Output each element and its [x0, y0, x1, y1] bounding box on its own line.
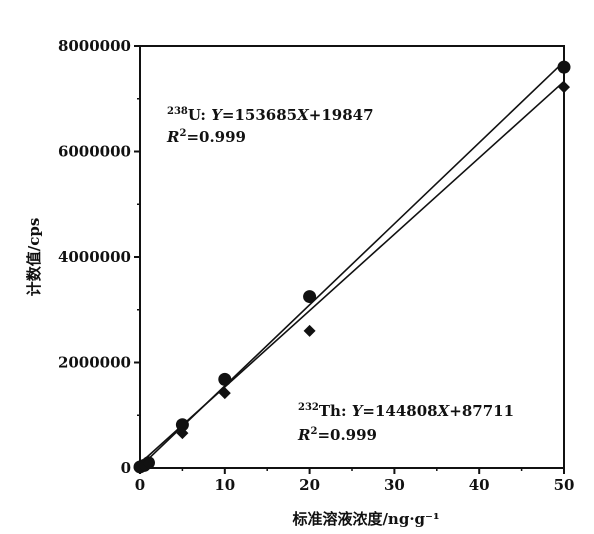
th-data-point: [303, 324, 316, 337]
u-data-point: [303, 290, 317, 304]
x-tick-label: 40: [469, 476, 490, 494]
th-eq-b: +87711: [449, 402, 514, 420]
fit-lines: [139, 61, 565, 468]
y-axis: 0 2000000 4000000 6000000 8000000: [58, 37, 140, 477]
u-r2: R2=0.999: [166, 128, 246, 146]
th-data-point: [142, 457, 155, 470]
th-equation: 232Th: Y=144808X+87711: [298, 402, 514, 420]
y-tick-label: 6000000: [58, 143, 131, 161]
th-isotope-mass: 232: [298, 402, 319, 413]
x-axis-label: 标准溶液浓度/ng·g⁻¹: [291, 510, 439, 528]
u-r-exp: 2: [179, 128, 186, 139]
x-tick-label: 10: [214, 476, 235, 494]
x-tick-label: 20: [299, 476, 320, 494]
x-tick-label: 30: [384, 476, 405, 494]
y-tick-label: 8000000: [58, 37, 131, 55]
x-tick-label: 50: [554, 476, 575, 494]
u-isotope-mass: 238: [167, 106, 188, 117]
th-y-var: Y: [352, 402, 364, 420]
u-data-point: [557, 60, 571, 74]
th-fit-line: [139, 80, 565, 464]
x-axis: 0 10 20 30 40 50: [135, 468, 575, 494]
y-axis-label: 计数值/cps: [25, 218, 43, 297]
u-eq-a: =153685: [222, 106, 297, 124]
th-r2: R2=0.999: [297, 426, 377, 444]
th-data-point: [558, 81, 570, 94]
y-tick-label: 0: [121, 459, 131, 477]
th-r-var: R: [297, 426, 310, 444]
u-x-var: X: [296, 106, 310, 124]
th-data-point: [176, 427, 189, 440]
u-data-point: [218, 372, 232, 386]
th-element: Th:: [319, 402, 352, 420]
u-y-var: Y: [211, 106, 223, 124]
u-eq-b: +19847: [309, 106, 374, 124]
u-r-val: =0.999: [186, 128, 246, 146]
th-eq-a: =144808: [362, 402, 437, 420]
y-tick-label: 4000000: [58, 248, 131, 266]
x-tick-label: 0: [135, 476, 145, 494]
y-tick-label: 2000000: [58, 354, 131, 372]
th-data-point: [218, 387, 231, 400]
data-points: [133, 60, 571, 474]
u-r-var: R: [166, 128, 179, 146]
th-x-var: X: [437, 402, 451, 420]
u-data-point: [175, 418, 189, 432]
u-element: U:: [188, 106, 211, 124]
th-r-val: =0.999: [317, 426, 377, 444]
th-r-exp: 2: [310, 426, 317, 437]
u-equation: 238U: Y=153685X+19847: [167, 106, 374, 124]
